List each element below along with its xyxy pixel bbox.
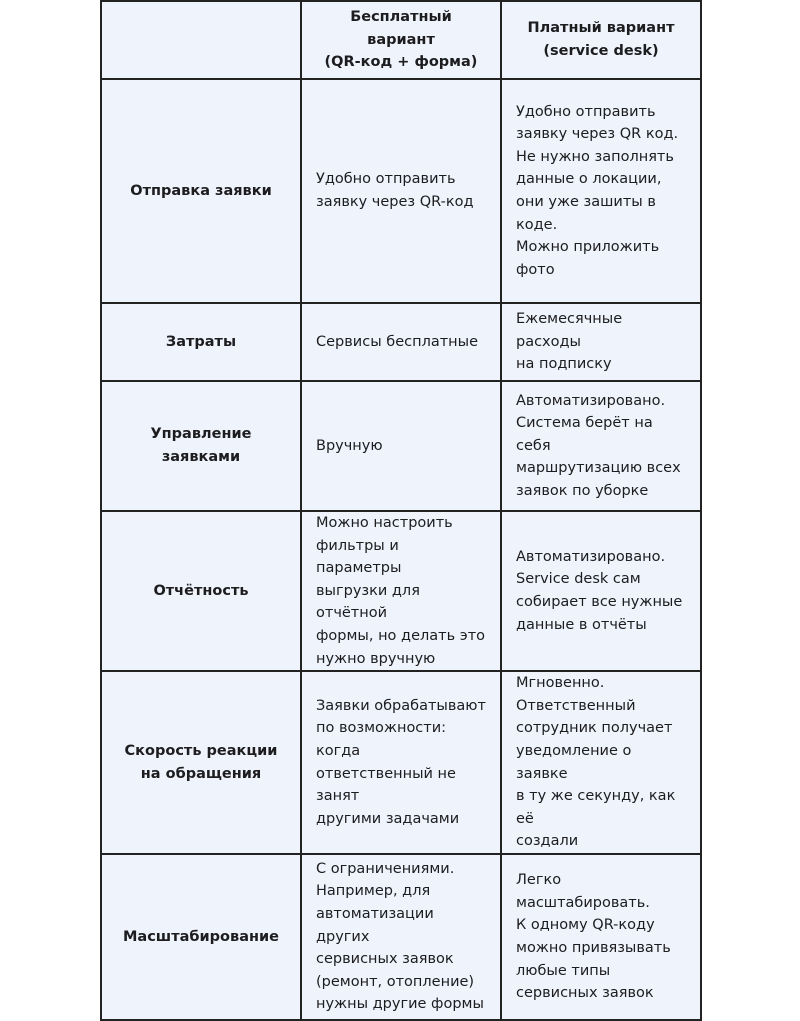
free-cell: Сервисы бесплатные xyxy=(300,302,502,382)
text-line: (service desk) xyxy=(543,43,659,59)
text-line: по возможности: когда xyxy=(316,720,447,759)
table-row: Отправка заявки Удобно отправить заявку че… xyxy=(100,78,702,304)
text-line: данные в отчёты xyxy=(516,616,647,633)
text-line: заявку через QR код. xyxy=(516,126,679,143)
row-label: Затраты xyxy=(100,302,302,382)
row-label: Скорость реакции на обращения xyxy=(100,670,302,855)
text-line: нужны другие формы xyxy=(316,996,484,1013)
free-cell: Удобно отправить заявку через QR-код xyxy=(300,78,502,304)
text-line: заявку через QR-код xyxy=(316,194,474,210)
table-row: Отчётность Можно настроить фильтры и парам… xyxy=(100,509,702,673)
text-line: создали xyxy=(516,833,579,850)
text-line: уведомление о заявке xyxy=(516,742,632,782)
text-line: выгрузки для отчётной xyxy=(316,582,420,622)
text-line: сервисных заявок xyxy=(316,951,454,968)
text-line: любые типы xyxy=(516,962,611,979)
text-line: они уже зашиты в xyxy=(516,194,656,210)
text-line: Отчётность xyxy=(153,582,249,599)
table-row: Скорость реакции на обращения Заявки обраб… xyxy=(100,670,702,855)
text-line: Например, для xyxy=(316,883,431,900)
text-line: сервисных заявок xyxy=(516,985,654,1002)
text-line: Мгновенно. xyxy=(516,675,605,692)
text-line: другими задачами xyxy=(316,810,460,827)
text-line: на обращения xyxy=(140,765,262,782)
text-line: Затраты xyxy=(165,333,237,350)
text-line: масштабировать. xyxy=(516,894,650,911)
text-line: Автоматизировано. xyxy=(516,392,666,409)
text-line: Можно настроить xyxy=(316,515,453,531)
table-row: Управление заявками Вручную Автоматизирова… xyxy=(100,380,702,512)
text-line: Бесплатный вариант xyxy=(350,9,452,48)
text-line: Удобно отправить xyxy=(516,103,656,120)
row-label: Отправка заявки xyxy=(100,78,302,304)
text-line: Не нужно заполнять xyxy=(516,148,674,165)
page: Бесплатный вариант (QR-код + форма) Платны… xyxy=(100,0,702,1021)
row-label: Масштабирование xyxy=(100,852,302,1021)
text-line: (QR-код + форма) xyxy=(324,54,478,71)
text-line: К одному QR-коду xyxy=(516,917,655,934)
text-line: Отправка заявки xyxy=(130,182,272,199)
free-cell: Заявки обрабатывают по возможности: когда… xyxy=(300,670,502,855)
text-line: коде. xyxy=(516,216,558,233)
text-line: Заявки обрабатывают xyxy=(316,697,486,714)
row-label: Управление заявками xyxy=(100,380,302,512)
text-line: сотрудник получает xyxy=(516,720,673,737)
corner-cell xyxy=(100,0,302,80)
text-line: Ежемесячные расходы xyxy=(516,311,623,350)
text-line: Платный вариант xyxy=(527,20,675,37)
text-line: собирает все нужные xyxy=(516,594,683,611)
paid-cell: Мгновенно. Ответственный сотрудник получае… xyxy=(500,670,702,855)
text-line: Скорость реакции xyxy=(124,742,278,759)
paid-cell: Автоматизировано. Система берёт на себя ма… xyxy=(500,380,702,512)
paid-cell: Автоматизировано. Service desk сам собирае… xyxy=(500,509,702,673)
text-line: Ответственный xyxy=(516,697,636,714)
text-line: автоматизации других xyxy=(316,906,434,945)
text-line: Сервисы бесплатные xyxy=(316,333,479,350)
text-line: можно привязывать xyxy=(516,939,671,956)
text-line: формы, но делать это xyxy=(316,627,486,644)
row-label: Отчётность xyxy=(100,509,302,673)
text-line: Система берёт на себя xyxy=(516,415,653,454)
header-cell: Платный вариант (service desk) xyxy=(500,0,702,80)
text-line: С ограничениями. xyxy=(316,860,455,877)
text-line: на подписку xyxy=(516,356,612,373)
paid-cell: Легко масштабировать. К одному QR-коду можн… xyxy=(500,852,702,1021)
text-line: Удобно отправить xyxy=(316,171,456,188)
header-row: Бесплатный вариант (QR-код + форма) Платны… xyxy=(100,0,702,80)
text-line: Легко xyxy=(516,872,562,889)
comparison-table: Бесплатный вариант (QR-код + форма) Платны… xyxy=(100,0,702,1021)
text-line: Управление заявками xyxy=(150,426,252,465)
paid-cell: Ежемесячные расходы на подписку xyxy=(500,302,702,382)
free-cell: Вручную xyxy=(300,380,502,512)
text-line: Масштабирование xyxy=(123,928,279,945)
paid-cell: Удобно отправить заявку через QR код. Не н… xyxy=(500,78,702,304)
text-line: ответственный не занят xyxy=(316,765,456,805)
table-body: Бесплатный вариант (QR-код + форма) Платны… xyxy=(100,0,702,1021)
text-line: (ремонт, отопление) xyxy=(316,973,475,990)
text-line: фильтры и параметры xyxy=(316,537,402,577)
text-line: фото xyxy=(516,261,555,278)
text-line: маршрутизацию всех xyxy=(516,460,681,477)
text-line: нужно вручную xyxy=(316,650,436,667)
text-line: в ту же секунду, как её xyxy=(516,788,676,827)
free-cell: С ограничениями. Например, для автоматизац… xyxy=(300,852,502,1021)
text-line: заявок по уборке xyxy=(516,482,649,499)
text-line: данные о локации, xyxy=(516,171,662,188)
text-line: Можно приложить xyxy=(516,239,660,256)
table-row: Масштабирование С ограничениями. Например,… xyxy=(100,852,702,1021)
text-line: Service desk сам xyxy=(516,571,641,588)
text-line: Вручную xyxy=(316,437,383,454)
table-row: Затраты Сервисы бесплатные Ежемесячные рас… xyxy=(100,302,702,382)
header-cell: Бесплатный вариант (QR-код + форма) xyxy=(300,0,502,80)
text-line: Автоматизировано. xyxy=(516,548,666,565)
free-cell: Можно настроить фильтры и параметры выгруз… xyxy=(300,509,502,673)
